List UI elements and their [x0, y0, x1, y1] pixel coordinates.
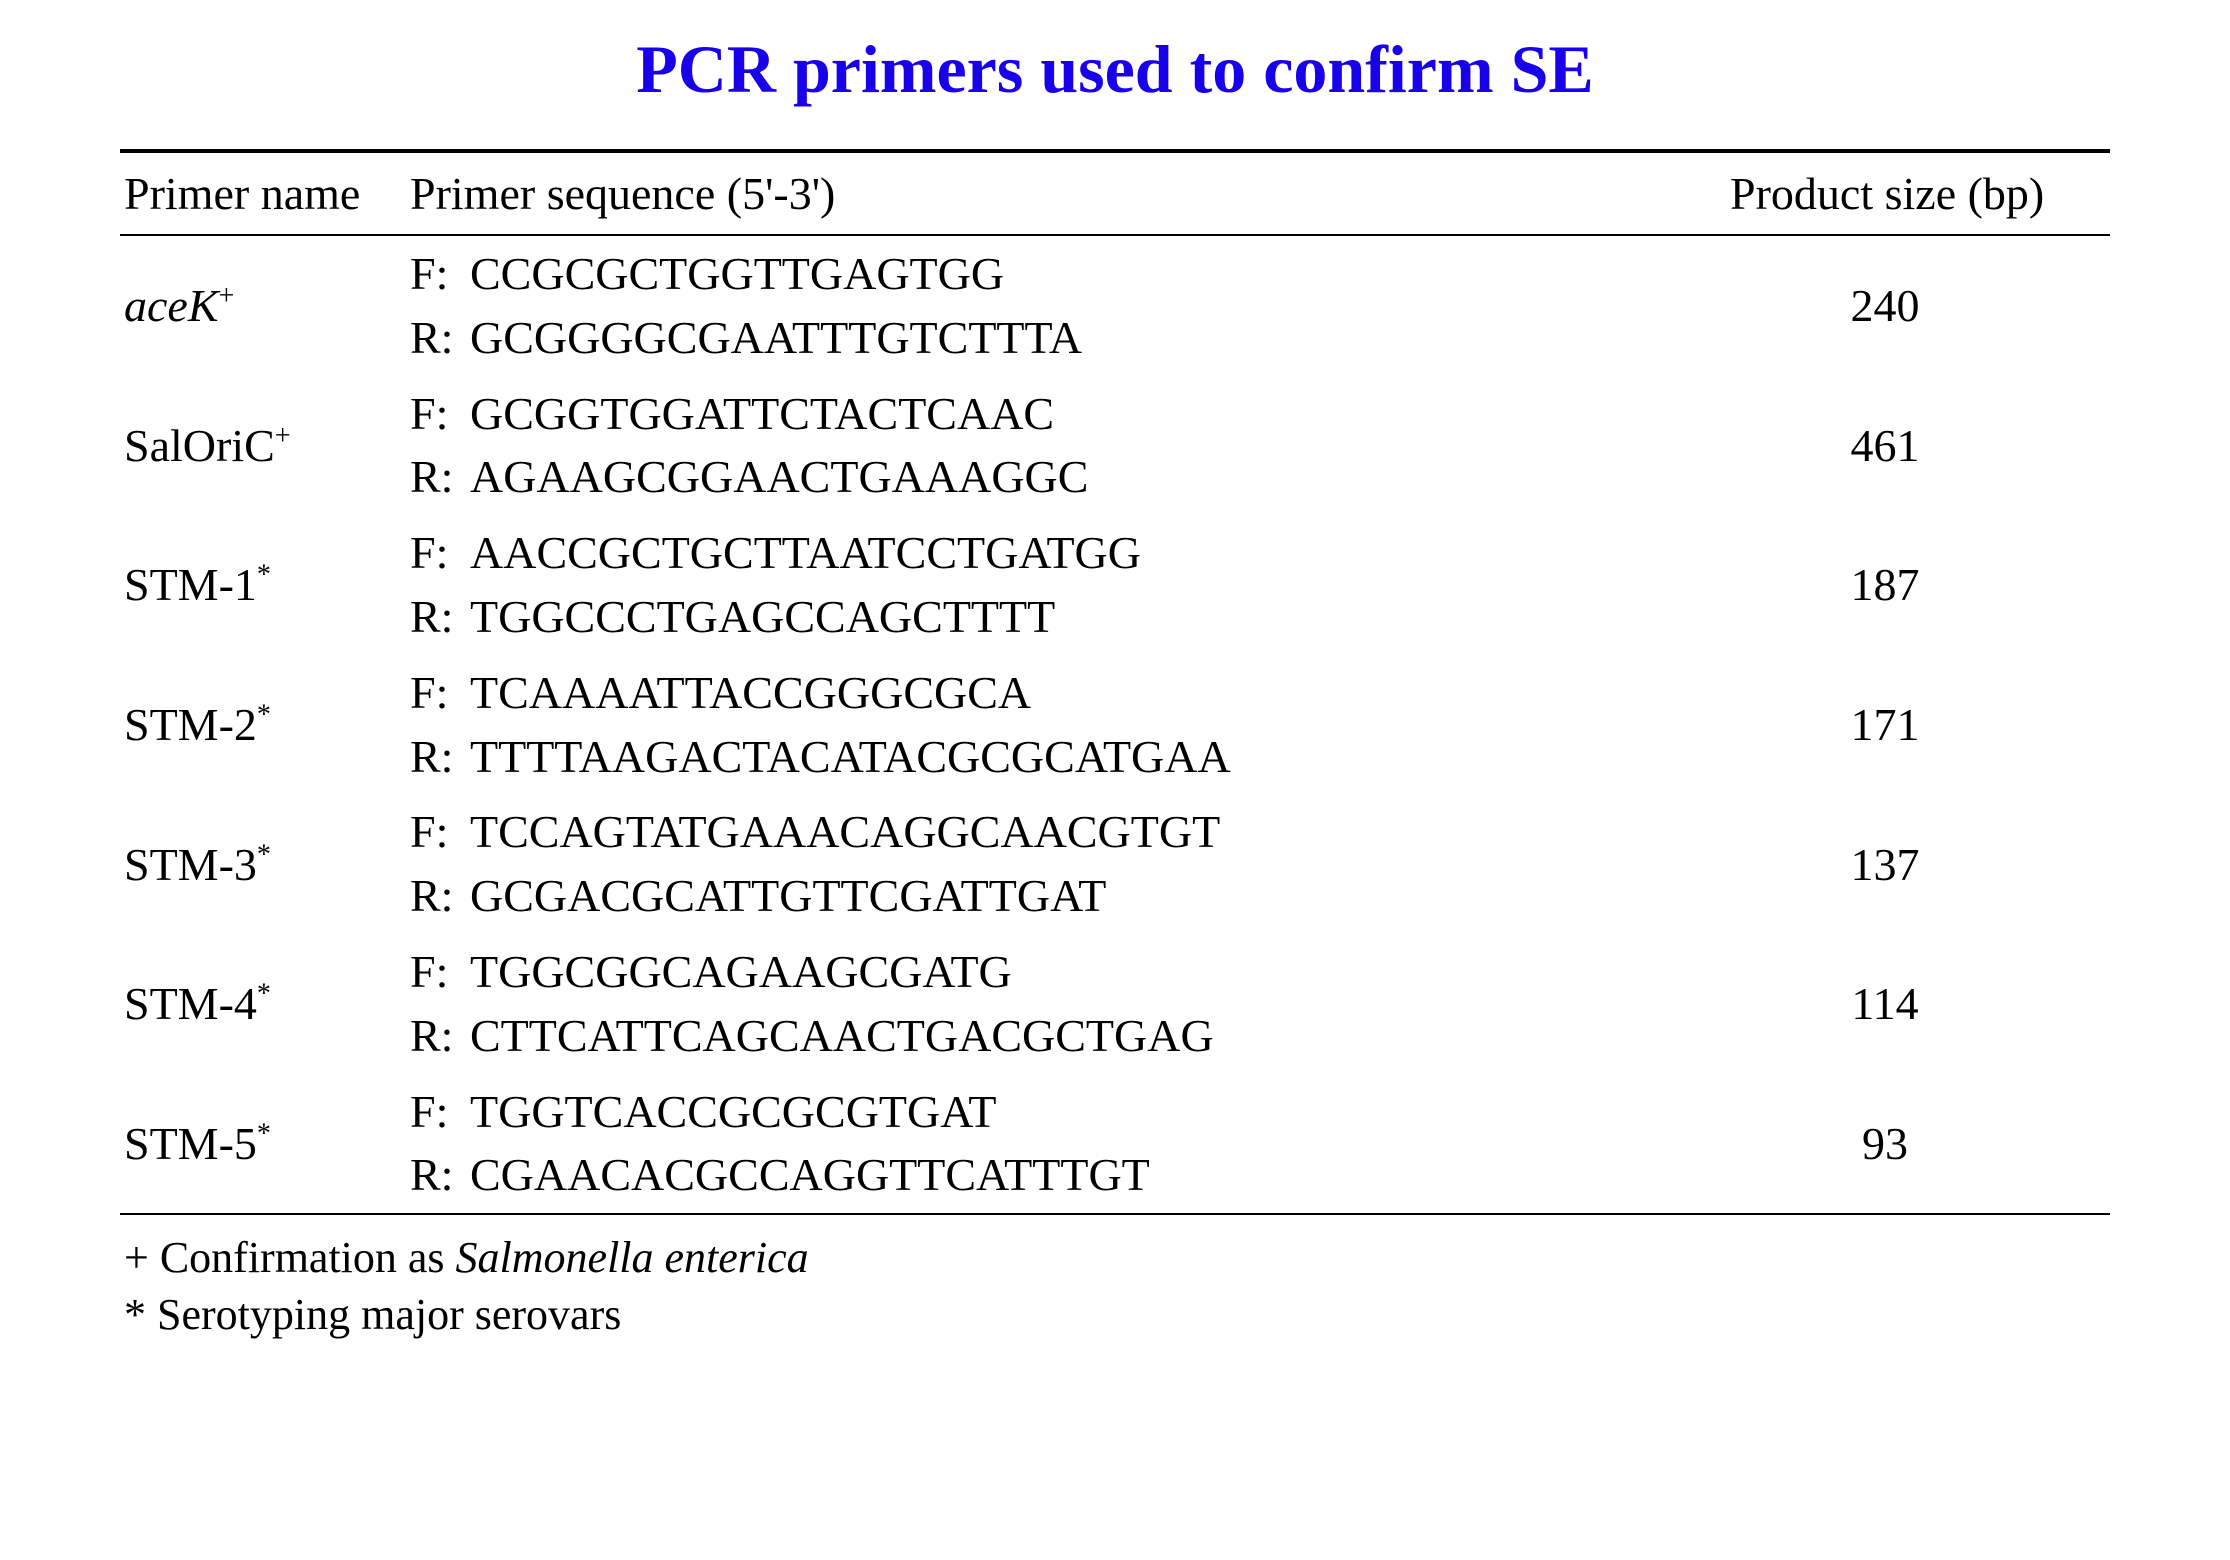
sequence-cell: F:CCGCGCTGGTTGAGTGGR:GCGGGGCGAATTTGTCTTT… [410, 242, 1730, 370]
table-row: STM-4*F:TGGCGGCAGAAGCGATGR:CTTCATTCAGCAA… [120, 934, 2110, 1074]
sequence-cell: F:TCCAGTATGAAACAGGCAACGTGTR:GCGACGCATTGT… [410, 800, 1730, 928]
footnote-plus-text: + Confirmation as [124, 1233, 456, 1282]
primer-name-cell: STM-5* [120, 1117, 410, 1170]
reverse-sequence: TGGCCCTGAGCCAGCTTTT [470, 587, 1055, 647]
primer-name-cell: aceK+ [120, 279, 410, 332]
forward-prefix: F: [410, 942, 470, 1002]
product-size-cell: 93 [1730, 1117, 2110, 1170]
forward-sequence: TGGTCACCGCGCGTGAT [470, 1082, 996, 1142]
footnote-plus: + Confirmation as Salmonella enterica [124, 1229, 2110, 1286]
primer-superscript: * [257, 700, 271, 731]
reverse-sequence-line: R:GCGACGCATTGTTCGATTGAT [410, 864, 1730, 928]
reverse-sequence-line: R:CGAACACGCCAGGTTCATTTGT [410, 1143, 1730, 1207]
sequence-cell: F:AACCGCTGCTTAATCCTGATGGR:TGGCCCTGAGCCAG… [410, 521, 1730, 649]
primer-superscript: * [257, 1119, 271, 1150]
forward-sequence-line: F:TGGTCACCGCGCGTGAT [410, 1080, 1730, 1144]
primer-superscript: * [257, 839, 271, 870]
forward-sequence-line: F:TGGCGGCAGAAGCGATG [410, 940, 1730, 1004]
header-product-size: Product size (bp) [1730, 167, 2110, 220]
reverse-sequence-line: R:GCGGGGCGAATTTGTCTTTA [410, 306, 1730, 370]
reverse-sequence-line: R:CTTCATTCAGCAACTGACGCTGAG [410, 1004, 1730, 1068]
forward-sequence-line: F:GCGGTGGATTCTACTCAAC [410, 382, 1730, 446]
reverse-sequence: GCGGGGCGAATTTGTCTTTA [470, 308, 1082, 368]
primer-name-label: STM-1 [124, 559, 257, 610]
primer-superscript: * [257, 979, 271, 1010]
forward-sequence: TCAAAATTACCGGGCGCA [470, 663, 1031, 723]
forward-sequence: AACCGCTGCTTAATCCTGATGG [470, 523, 1141, 583]
header-sequence: Primer sequence (5'-3') [410, 167, 1730, 220]
product-size-cell: 171 [1730, 698, 2110, 751]
reverse-prefix: R: [410, 1006, 470, 1066]
reverse-sequence: CGAACACGCCAGGTTCATTTGT [470, 1145, 1150, 1205]
sequence-cell: F:TGGCGGCAGAAGCGATGR:CTTCATTCAGCAACTGACG… [410, 940, 1730, 1068]
table-body: aceK+F:CCGCGCTGGTTGAGTGGR:GCGGGGCGAATTTG… [120, 236, 2110, 1215]
footnote-plus-italic: Salmonella enterica [456, 1233, 809, 1282]
forward-prefix: F: [410, 1082, 470, 1142]
reverse-sequence: TTTTAAGACTACATACGCGCATGAA [470, 727, 1231, 787]
footnote-asterisk: * Serotyping major serovars [124, 1286, 2110, 1343]
table-row: STM-1*F:AACCGCTGCTTAATCCTGATGGR:TGGCCCTG… [120, 515, 2110, 655]
product-size-cell: 114 [1730, 977, 2110, 1030]
reverse-sequence-line: R:TTTTAAGACTACATACGCGCATGAA [410, 725, 1730, 789]
reverse-sequence-line: R:AGAAGCGGAACTGAAAGGC [410, 445, 1730, 509]
forward-sequence-line: F:TCAAAATTACCGGGCGCA [410, 661, 1730, 725]
table-row: aceK+F:CCGCGCTGGTTGAGTGGR:GCGGGGCGAATTTG… [120, 236, 2110, 376]
primer-name-label: SalOriC [124, 420, 275, 471]
primer-name-cell: STM-1* [120, 558, 410, 611]
page-title: PCR primers used to confirm SE [120, 30, 2110, 109]
primer-name-cell: SalOriC+ [120, 419, 410, 472]
product-size-cell: 187 [1730, 558, 2110, 611]
forward-sequence-line: F:AACCGCTGCTTAATCCTGATGG [410, 521, 1730, 585]
header-primer-name: Primer name [120, 167, 410, 220]
primer-superscript: + [275, 421, 291, 452]
reverse-prefix: R: [410, 308, 470, 368]
primer-name-label: STM-4 [124, 978, 257, 1029]
reverse-prefix: R: [410, 587, 470, 647]
sequence-cell: F:TGGTCACCGCGCGTGATR:CGAACACGCCAGGTTCATT… [410, 1080, 1730, 1208]
sequence-cell: F:GCGGTGGATTCTACTCAACR:AGAAGCGGAACTGAAAG… [410, 382, 1730, 510]
primer-name-label: aceK [124, 280, 219, 331]
primer-name-cell: STM-3* [120, 838, 410, 891]
product-size-cell: 137 [1730, 838, 2110, 891]
forward-prefix: F: [410, 523, 470, 583]
product-size-cell: 240 [1730, 279, 2110, 332]
reverse-sequence: AGAAGCGGAACTGAAAGGC [470, 447, 1088, 507]
product-size-cell: 461 [1730, 419, 2110, 472]
forward-sequence: TGGCGGCAGAAGCGATG [470, 942, 1012, 1002]
forward-prefix: F: [410, 244, 470, 304]
forward-sequence: GCGGTGGATTCTACTCAAC [470, 384, 1054, 444]
primer-name-label: STM-3 [124, 839, 257, 890]
primer-superscript: * [257, 560, 271, 591]
table-row: SalOriC+F:GCGGTGGATTCTACTCAACR:AGAAGCGGA… [120, 376, 2110, 516]
forward-prefix: F: [410, 384, 470, 444]
forward-sequence: TCCAGTATGAAACAGGCAACGTGT [470, 802, 1220, 862]
primer-name-label: STM-5 [124, 1118, 257, 1169]
reverse-sequence: GCGACGCATTGTTCGATTGAT [470, 866, 1106, 926]
forward-prefix: F: [410, 663, 470, 723]
forward-sequence-line: F:TCCAGTATGAAACAGGCAACGTGT [410, 800, 1730, 864]
primer-superscript: + [219, 281, 235, 312]
primer-name-label: STM-2 [124, 699, 257, 750]
table-row: STM-3*F:TCCAGTATGAAACAGGCAACGTGTR:GCGACG… [120, 794, 2110, 934]
footnotes: + Confirmation as Salmonella enterica * … [120, 1215, 2110, 1343]
primer-table: Primer name Primer sequence (5'-3') Prod… [120, 149, 2110, 1215]
reverse-prefix: R: [410, 866, 470, 926]
forward-sequence-line: F:CCGCGCTGGTTGAGTGG [410, 242, 1730, 306]
forward-sequence: CCGCGCTGGTTGAGTGG [470, 244, 1004, 304]
reverse-prefix: R: [410, 1145, 470, 1205]
primer-name-cell: STM-4* [120, 977, 410, 1030]
primer-name-cell: STM-2* [120, 698, 410, 751]
table-row: STM-2*F:TCAAAATTACCGGGCGCAR:TTTTAAGACTAC… [120, 655, 2110, 795]
reverse-prefix: R: [410, 447, 470, 507]
table-row: STM-5*F:TGGTCACCGCGCGTGATR:CGAACACGCCAGG… [120, 1074, 2110, 1214]
forward-prefix: F: [410, 802, 470, 862]
reverse-sequence: CTTCATTCAGCAACTGACGCTGAG [470, 1006, 1214, 1066]
reverse-sequence-line: R:TGGCCCTGAGCCAGCTTTT [410, 585, 1730, 649]
table-header-row: Primer name Primer sequence (5'-3') Prod… [120, 149, 2110, 236]
sequence-cell: F:TCAAAATTACCGGGCGCAR:TTTTAAGACTACATACGC… [410, 661, 1730, 789]
reverse-prefix: R: [410, 727, 470, 787]
